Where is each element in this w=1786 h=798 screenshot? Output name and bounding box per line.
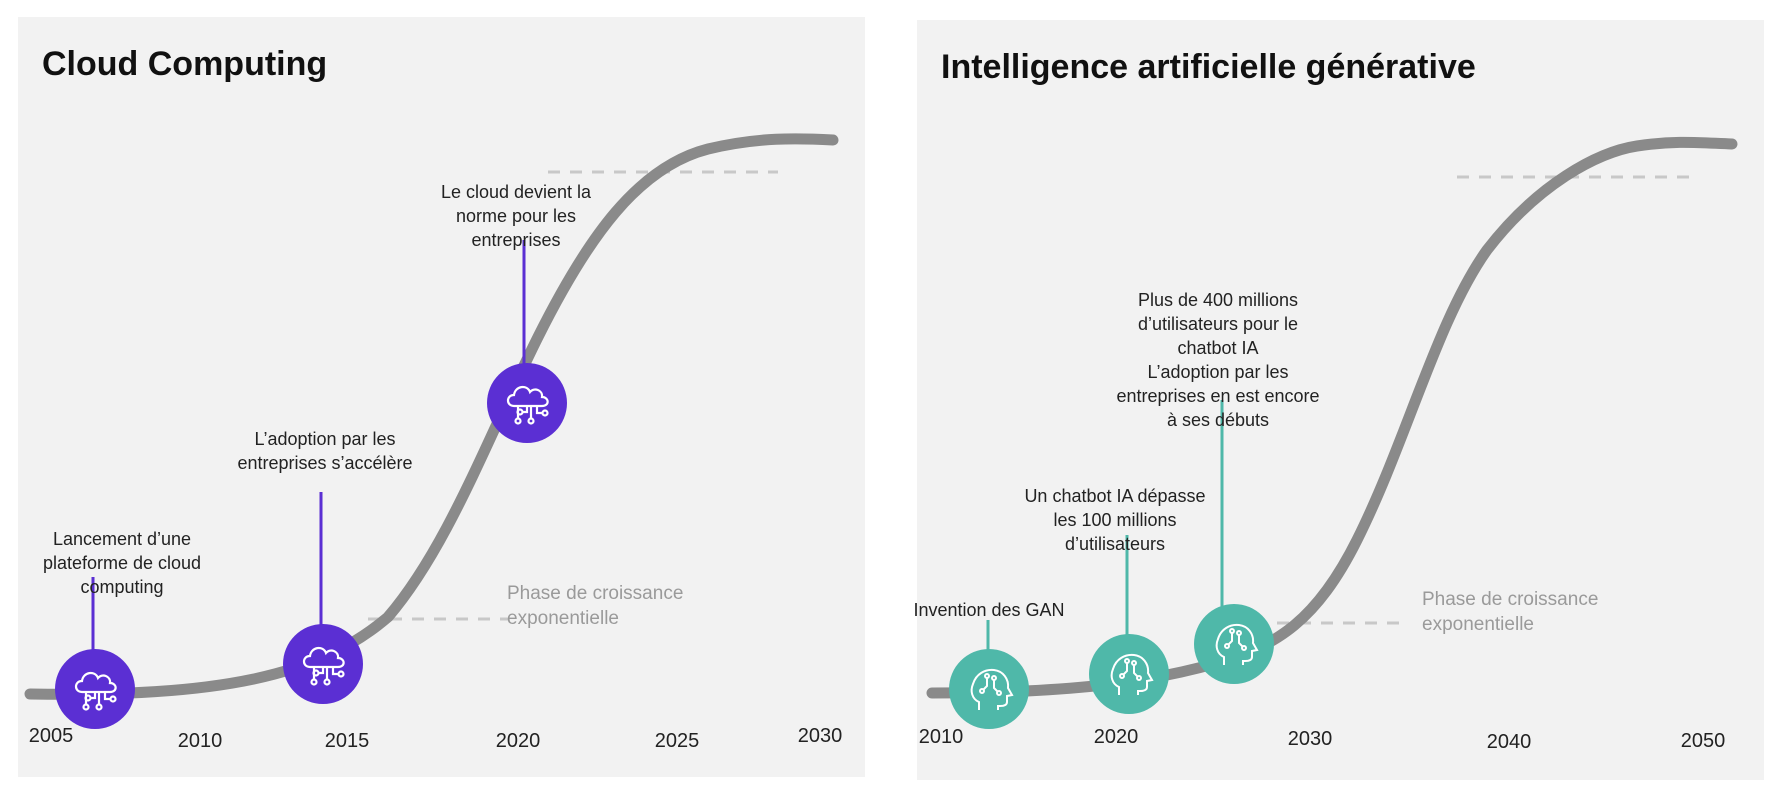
cloud-adoption-diagram bbox=[24, 133, 839, 700]
ai-adoption-diagram bbox=[926, 136, 1738, 699]
milestone-label: L’adoption par les entreprises s’accélèr… bbox=[237, 429, 413, 473]
ai-head-icon bbox=[1089, 634, 1169, 714]
milestone-label: Un chatbot IA dépasse les 100 millions d… bbox=[1024, 486, 1206, 554]
ai-head-icon bbox=[949, 649, 1029, 729]
axis-tick-label: 2050 bbox=[1680, 730, 1726, 752]
axis-tick-label: 2005 bbox=[28, 725, 74, 747]
ai-head-icon bbox=[1194, 604, 1274, 684]
panel-title: Cloud Computing bbox=[42, 45, 328, 83]
cloud-network-icon bbox=[487, 363, 567, 443]
milestone-label: Invention des GAN bbox=[913, 600, 1065, 620]
axis-tick-label: 2020 bbox=[495, 730, 541, 752]
cloud-network-icon bbox=[55, 649, 135, 729]
cloud-computing-panel: Cloud Computing Phase de croissance expo… bbox=[18, 17, 865, 777]
phase-label: Phase de croissance exponentielle bbox=[1422, 589, 1599, 635]
phase-label: Phase de croissance exponentielle bbox=[507, 583, 684, 629]
generative-ai-panel: Intelligence artificielle générative Pha… bbox=[913, 20, 1764, 780]
axis-tick-label: 2040 bbox=[1486, 731, 1532, 753]
adoption-s-curve bbox=[24, 133, 839, 700]
panel-title: Intelligence artificielle générative bbox=[941, 48, 1476, 86]
axis-tick-label: 2030 bbox=[797, 725, 843, 747]
axis-tick-label: 2010 bbox=[918, 726, 964, 748]
axis-tick-label: 2015 bbox=[324, 730, 370, 752]
milestone-label: Plus de 400 millions d’utilisateurs pour… bbox=[1116, 290, 1320, 430]
cloud-network-icon bbox=[283, 624, 363, 704]
milestone-label: Lancement d’une plateforme de cloud comp… bbox=[42, 529, 202, 597]
milestone-label: Le cloud devient la norme pour les entre… bbox=[440, 182, 592, 250]
axis-tick-label: 2030 bbox=[1287, 728, 1333, 750]
axis-tick-label: 2020 bbox=[1093, 726, 1139, 748]
axis-tick-label: 2025 bbox=[654, 730, 700, 752]
axis-tick-label: 2010 bbox=[177, 730, 223, 752]
